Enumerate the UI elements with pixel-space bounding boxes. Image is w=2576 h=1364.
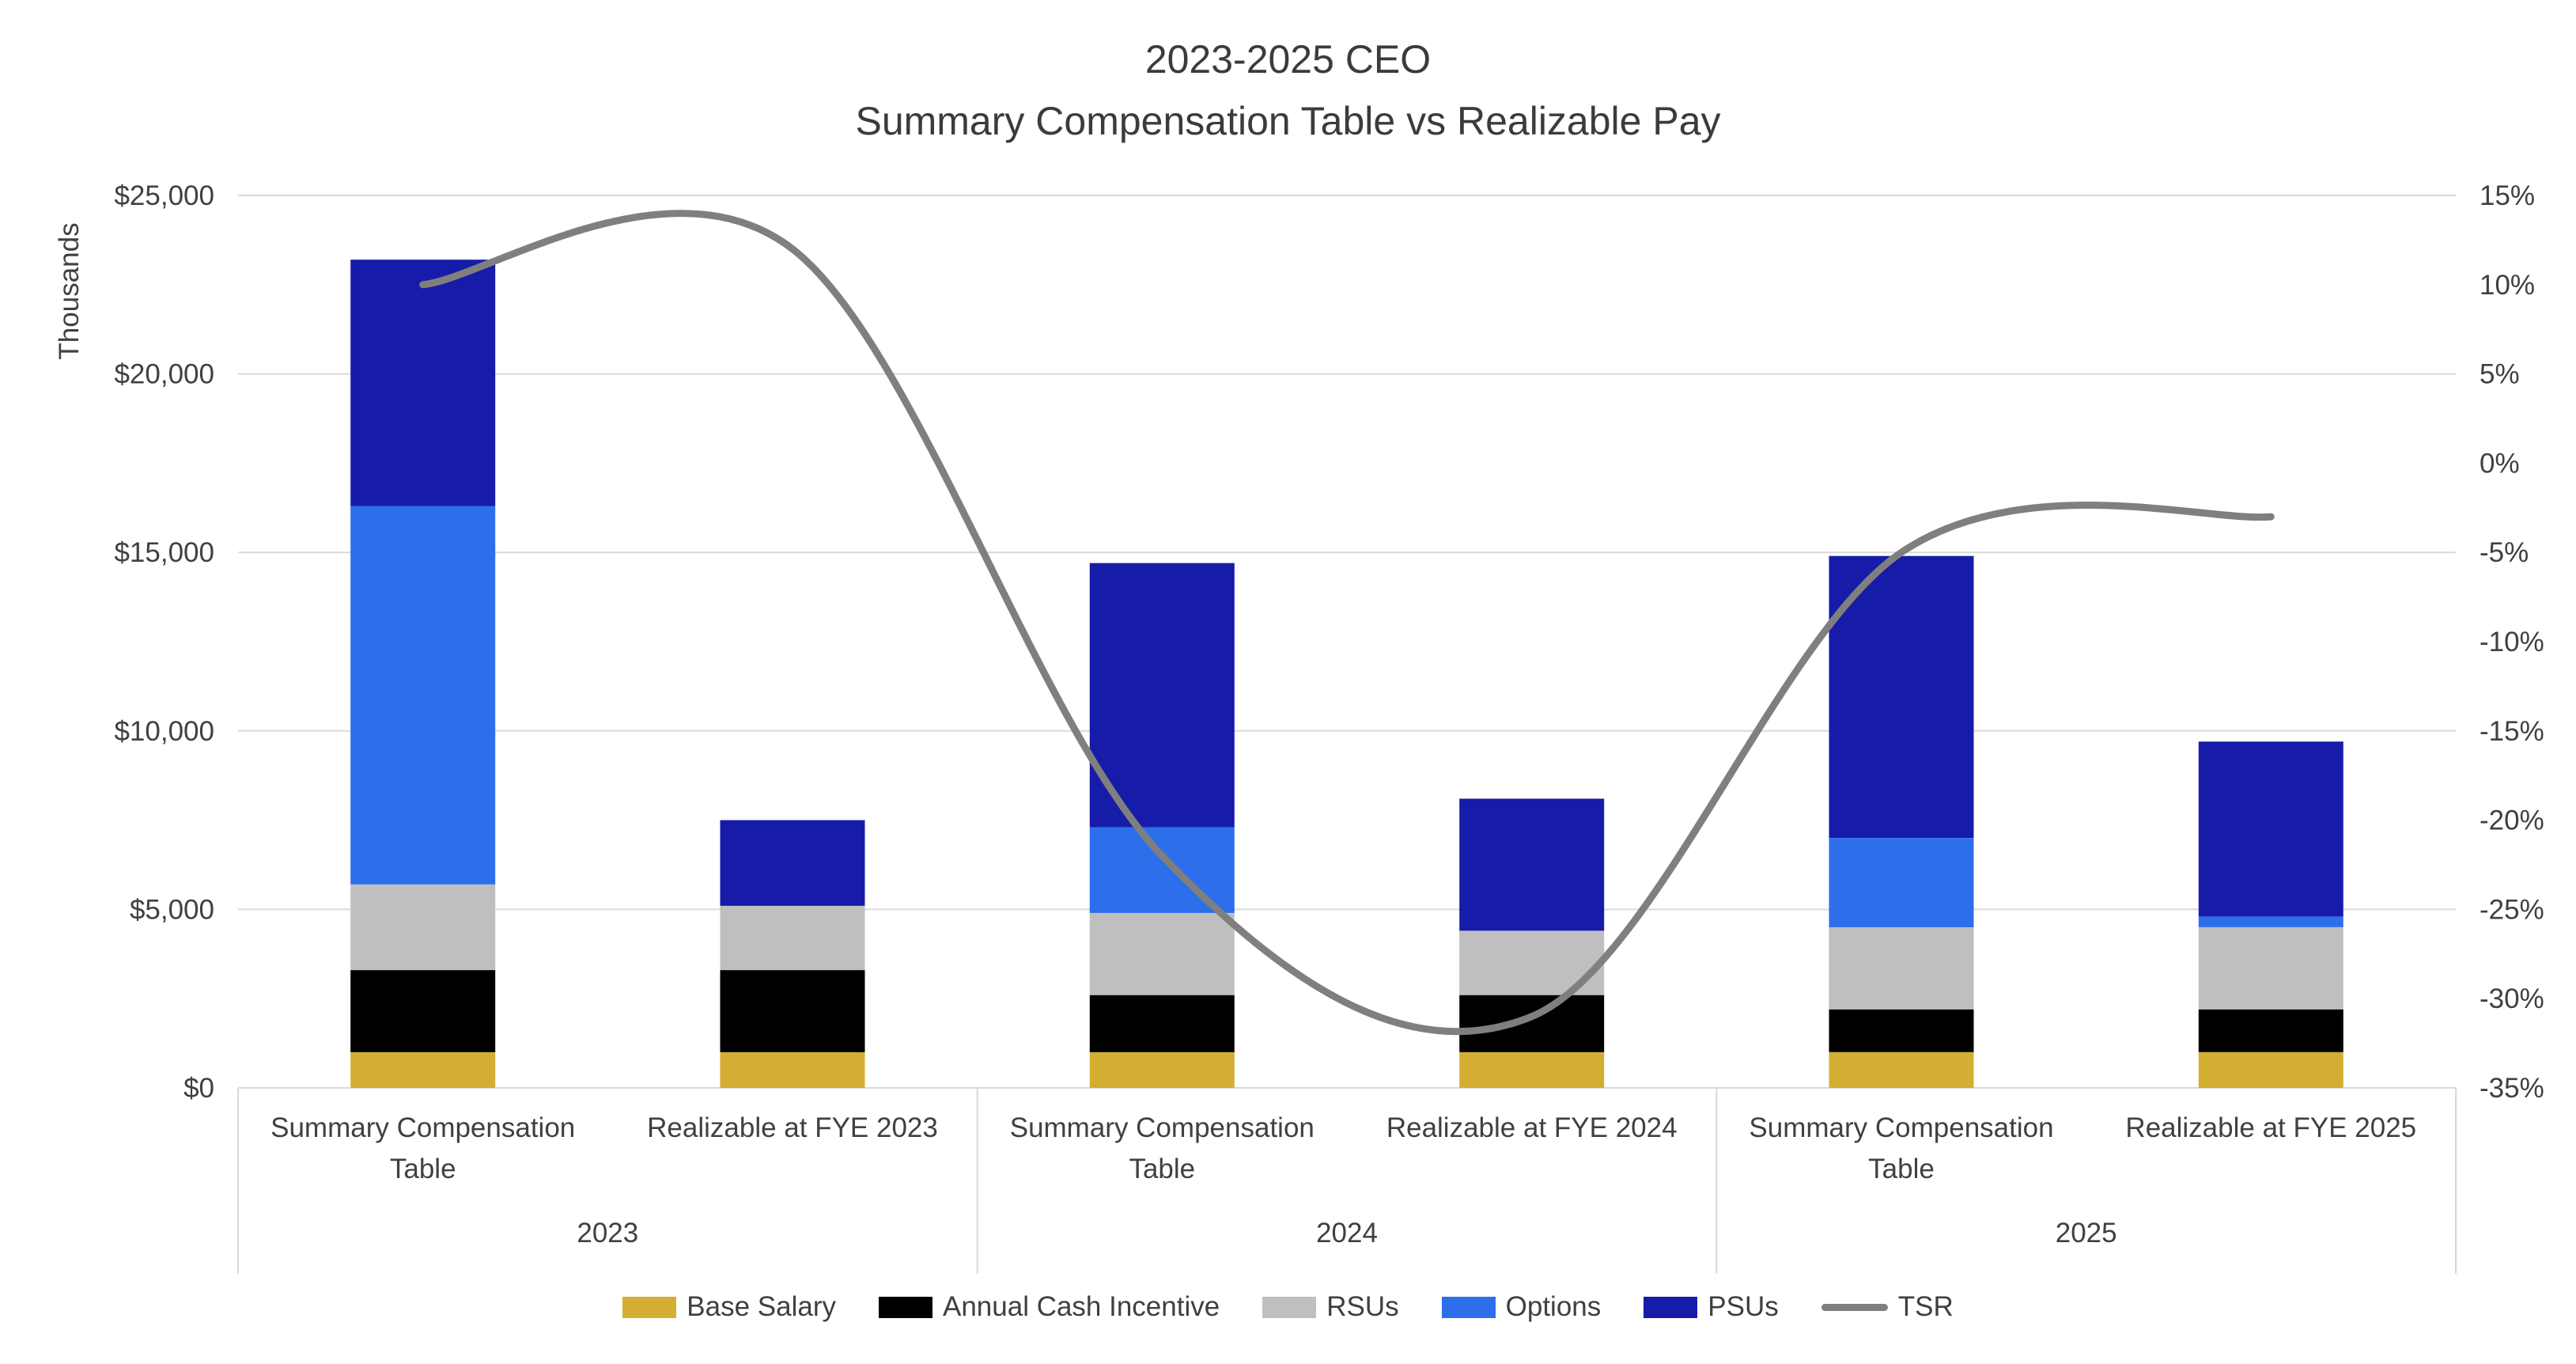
left-axis-tick-label: $0 <box>183 1073 214 1104</box>
legend-swatch-base-salary <box>622 1296 677 1318</box>
bar-segment-annual-cash-incentive <box>1089 995 1235 1052</box>
legend-item-base-salary: Base Salary <box>622 1291 836 1323</box>
bar-segment-rsus <box>1829 927 1974 1010</box>
category-label: Table <box>1129 1154 1195 1184</box>
year-label: 2024 <box>1316 1218 1378 1248</box>
right-axis-tick-label: -20% <box>2480 805 2544 836</box>
left-axis-tick-label: $25,000 <box>114 180 214 211</box>
right-axis-tick-label: 15% <box>2480 180 2535 211</box>
category-label: Realizable at FYE 2023 <box>647 1112 938 1143</box>
chart-title-line1: 2023-2025 CEO <box>1144 37 1432 81</box>
left-axis-tick-label: $15,000 <box>114 537 214 568</box>
right-axis-tick-label: 10% <box>2480 270 2535 301</box>
bar-segment-annual-cash-incentive <box>1459 995 1605 1052</box>
bar-segment-options <box>1829 838 1974 927</box>
bar-segment-psus <box>350 260 496 506</box>
category-label: Realizable at FYE 2025 <box>2125 1112 2416 1143</box>
legend-item-psus: PSUs <box>1644 1291 1779 1323</box>
bar-segment-psus <box>1089 563 1235 828</box>
bar-segment-annual-cash-incentive <box>1829 1009 1974 1052</box>
bar-segment-options <box>2198 916 2343 927</box>
bar-segment-base-salary <box>720 1051 865 1088</box>
category-label: Summary Compensation <box>1749 1112 2053 1143</box>
legend-swatch-annual-cash-incentive <box>878 1296 932 1318</box>
bar-segment-base-salary <box>1089 1051 1235 1088</box>
bar-segment-options <box>350 506 496 885</box>
category-label: Table <box>1868 1154 1935 1184</box>
bar-segment-psus <box>1829 555 1974 839</box>
bar-segment-base-salary <box>1459 1051 1605 1088</box>
legend: Base Salary Annual Cash Incentive RSUs Opti… <box>0 1291 2576 1323</box>
category-label: Summary Compensation <box>1010 1112 1314 1143</box>
legend-swatch-psus <box>1644 1296 1698 1318</box>
bar-segment-base-salary <box>2198 1051 2343 1088</box>
legend-label-rsus: RSUs <box>1326 1291 1399 1322</box>
right-axis-tick-label: -5% <box>2480 537 2529 568</box>
year-label: 2023 <box>577 1218 638 1248</box>
bar-segment-rsus <box>720 905 865 971</box>
bar-segment-psus <box>2198 741 2343 917</box>
legend-label-psus: PSUs <box>1708 1291 1779 1322</box>
bar-segment-base-salary <box>1829 1051 1974 1088</box>
legend-swatch-tsr <box>1821 1303 1888 1311</box>
legend-swatch-options <box>1441 1296 1496 1318</box>
right-axis-tick-label: -30% <box>2480 983 2544 1014</box>
bar-segment-rsus <box>350 884 496 971</box>
bar-segment-psus <box>720 820 865 906</box>
bar-segment-psus <box>1459 798 1605 931</box>
right-axis-tick-label: -35% <box>2480 1073 2544 1104</box>
bar-segment-annual-cash-incentive <box>2198 1009 2343 1052</box>
bar-segment-options <box>1089 827 1235 913</box>
legend-label-options: Options <box>1505 1291 1602 1322</box>
bar-segment-base-salary <box>350 1051 496 1088</box>
category-label: Table <box>390 1154 456 1184</box>
legend-label-tsr: TSR <box>1897 1291 1954 1322</box>
legend-item-options: Options <box>1441 1291 1602 1323</box>
left-axis-tick-label: $5,000 <box>130 894 214 925</box>
legend-label-annual-cash-incentive: Annual Cash Incentive <box>942 1291 1220 1322</box>
legend-label-base-salary: Base Salary <box>687 1291 836 1322</box>
legend-item-rsus: RSUs <box>1262 1291 1399 1323</box>
legend-item-tsr: TSR <box>1821 1291 1954 1323</box>
chart-title: 2023-2025 CEO Summary Compensation Table… <box>0 28 2576 152</box>
category-label: Realizable at FYE 2024 <box>1386 1112 1678 1143</box>
legend-swatch-rsus <box>1262 1296 1317 1318</box>
left-axis-tick-label: $20,000 <box>114 359 214 390</box>
right-axis-tick-label: -10% <box>2480 627 2544 657</box>
right-axis-tick-label: -15% <box>2480 716 2544 747</box>
category-label: Summary Compensation <box>270 1112 575 1143</box>
legend-item-annual-cash-incentive: Annual Cash Incentive <box>878 1291 1220 1323</box>
year-label: 2025 <box>2056 1218 2117 1248</box>
left-axis-tick-label: $10,000 <box>114 716 214 747</box>
tsr-line <box>419 210 2275 1036</box>
bar-segment-rsus <box>2198 927 2343 1010</box>
right-axis-tick-label: 5% <box>2480 359 2520 390</box>
bar-segment-annual-cash-incentive <box>720 970 865 1052</box>
bar-segment-annual-cash-incentive <box>350 970 496 1052</box>
chart-title-line2: Summary Compensation Table vs Realizable… <box>855 99 1721 143</box>
right-axis-tick-label: -25% <box>2480 894 2544 925</box>
bar-segment-rsus <box>1089 912 1235 995</box>
right-axis-tick-label: 0% <box>2480 448 2520 479</box>
